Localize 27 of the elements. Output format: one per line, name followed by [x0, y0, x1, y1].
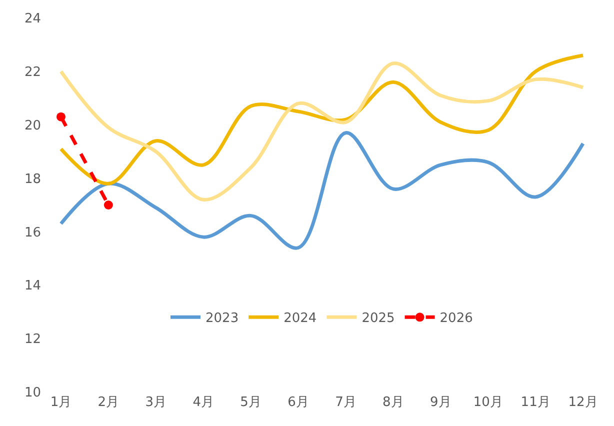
y-tick-label: 12: [24, 332, 41, 348]
x-tick-label: 10月: [473, 395, 503, 410]
line-series: [59, 54, 585, 186]
legend-label: 2026: [440, 311, 473, 326]
x-tick-label: 9月: [430, 395, 452, 410]
x-tick-label: 12月: [568, 395, 598, 410]
x-tick-label: 5月: [240, 395, 262, 410]
x-tick-label: 8月: [382, 395, 404, 410]
y-tick-label: 16: [24, 225, 41, 240]
legend-label: 2024: [284, 311, 317, 326]
x-tick-label: 7月: [335, 395, 356, 410]
x-tick-label: 2月: [98, 395, 120, 410]
y-tick-label: 14: [24, 278, 41, 294]
y-tick-label: 24: [24, 12, 41, 27]
line-series: [59, 62, 585, 202]
x-tick-label: 6月: [288, 395, 309, 410]
x-tick-label: 3月: [145, 395, 167, 410]
x-tick-label: 4月: [192, 395, 214, 410]
x-tick-label: 1月: [50, 395, 72, 410]
y-tick-label: 22: [24, 64, 41, 80]
legend-label: 2023: [206, 311, 239, 326]
legend-label: 2025: [362, 311, 395, 326]
y-tick-label: 10: [24, 386, 41, 401]
y-tick-label: 20: [24, 118, 41, 134]
x-tick-label: 11月: [520, 395, 550, 410]
y-tick-label: 18: [24, 172, 41, 187]
line-series: [59, 131, 585, 250]
